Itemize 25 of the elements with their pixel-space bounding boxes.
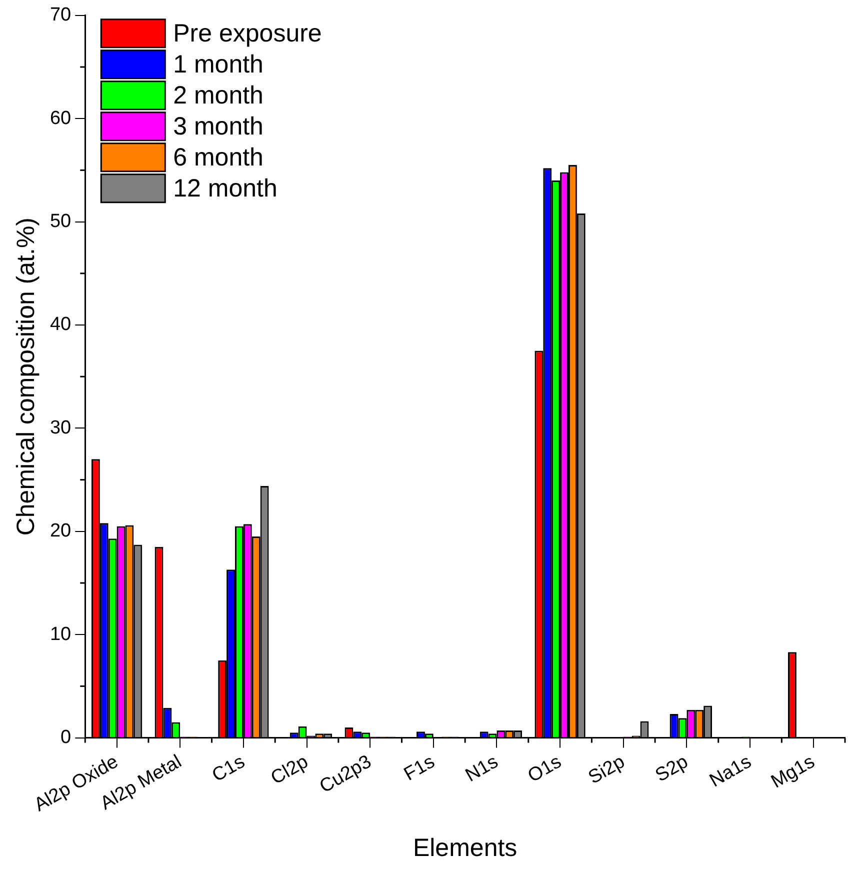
x-tick-label: Mg1s (768, 751, 818, 793)
x-tick-label: S2p (652, 751, 692, 786)
x-tick-label: Cl2p (268, 751, 312, 790)
y-tick-label: 40 (50, 314, 72, 336)
y-tick-label: 60 (50, 108, 72, 129)
y-tick-label: 0 (60, 727, 72, 748)
x-axis-title: Elements (412, 834, 518, 862)
y-axis-title: Chemical composition (at.%) (12, 218, 40, 536)
legend-label: 2 month (173, 81, 264, 110)
legend-label: 3 month (173, 112, 264, 140)
legend-label: 12 month (173, 174, 278, 202)
x-tick-label: O1s (524, 751, 566, 787)
x-tick-label: Na1s (706, 751, 756, 792)
x-tick-label: F1s (400, 751, 439, 786)
y-tick-label: 30 (50, 417, 72, 438)
legend-label: 6 month (173, 143, 264, 172)
x-tick-label: Si2p (585, 751, 628, 789)
x-tick-label: C1s (208, 751, 249, 786)
y-tick-label: 20 (50, 520, 72, 542)
y-tick-label: 70 (50, 4, 72, 26)
y-tick-label: 10 (50, 624, 72, 645)
legend-label: Pre exposure (173, 19, 322, 48)
y-tick-label: 50 (50, 211, 72, 232)
x-tick-label: N1s (462, 751, 502, 786)
legend-label: 1 month (173, 50, 264, 78)
